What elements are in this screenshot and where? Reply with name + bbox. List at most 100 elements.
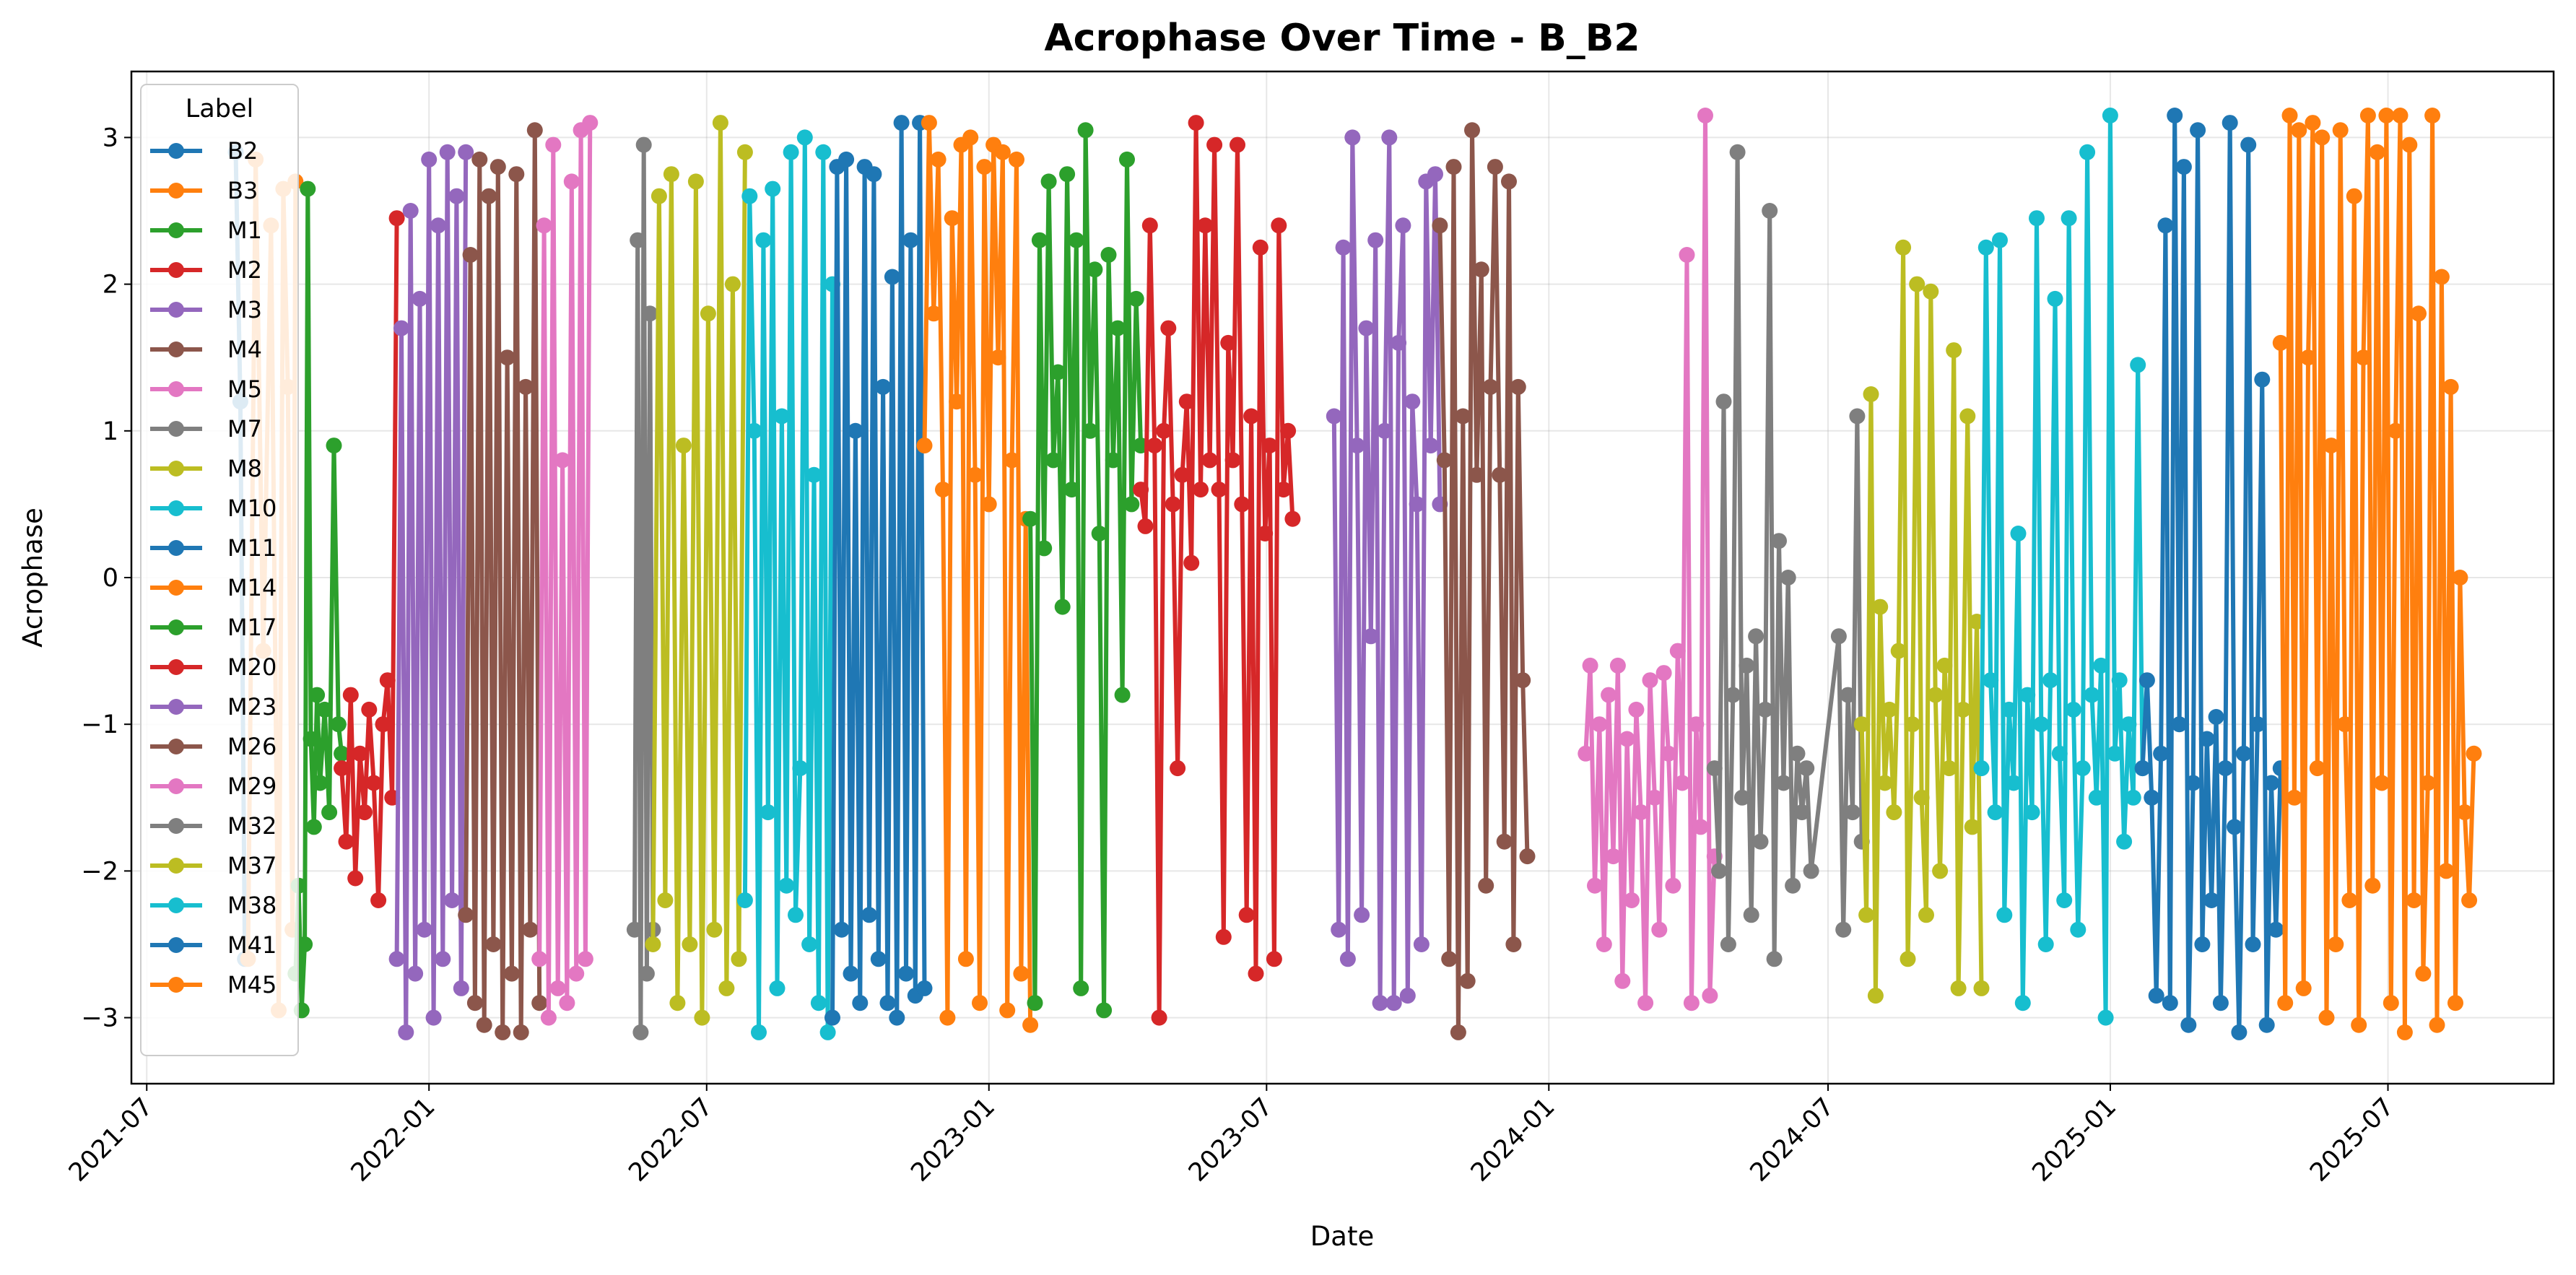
series-M2 — [334, 210, 405, 908]
legend-entry: M29 — [150, 773, 277, 800]
data-point — [1614, 972, 1631, 989]
data-point — [1950, 980, 1967, 996]
data-point — [1771, 533, 1787, 549]
data-point — [554, 452, 571, 469]
legend-marker — [168, 381, 184, 397]
data-point — [2383, 995, 2399, 1011]
legend-label: M23 — [227, 693, 277, 721]
series-line — [1437, 128, 1530, 1035]
data-point — [1913, 789, 1930, 806]
data-point — [393, 320, 409, 336]
data-point — [2332, 122, 2349, 139]
data-point — [297, 936, 313, 952]
legend-entry: M3 — [150, 296, 262, 323]
legend-entry: M11 — [150, 534, 277, 562]
data-point — [361, 701, 378, 718]
legend-marker — [168, 977, 184, 993]
data-point — [1496, 833, 1513, 850]
data-point — [2116, 833, 2133, 850]
data-point — [495, 1024, 511, 1040]
data-point — [1326, 408, 1342, 425]
data-point — [1757, 701, 1773, 718]
data-point — [1331, 921, 1347, 938]
data-point — [2351, 1017, 2367, 1033]
legend-entry: M23 — [150, 693, 277, 721]
data-point — [1739, 657, 1755, 674]
data-point — [1867, 988, 1884, 1004]
data-point — [1100, 247, 1117, 263]
data-point — [2047, 290, 2063, 307]
data-point — [1459, 972, 1476, 989]
data-point — [2227, 819, 2242, 835]
series-line — [293, 186, 344, 1013]
data-point — [1266, 951, 1282, 967]
series-M8 — [645, 115, 753, 1026]
data-point — [1211, 482, 1227, 498]
data-point — [2056, 892, 2073, 908]
data-point — [1946, 342, 1962, 359]
legend-entry: M4 — [150, 336, 262, 363]
legend-marker — [168, 421, 184, 437]
data-point — [2037, 936, 2054, 952]
data-point — [1697, 108, 1713, 123]
data-point — [2355, 349, 2372, 366]
data-point — [746, 422, 762, 439]
data-point — [2452, 570, 2468, 586]
legend-marker — [168, 262, 184, 278]
data-point — [1068, 232, 1084, 248]
data-point — [1224, 452, 1241, 469]
data-point — [1679, 247, 1695, 263]
data-point — [1651, 921, 1668, 938]
data-point — [2268, 921, 2284, 938]
data-point — [2138, 672, 2155, 689]
data-point — [2424, 108, 2441, 123]
data-point — [2198, 731, 2215, 747]
data-point — [833, 921, 850, 938]
data-point — [2337, 716, 2353, 733]
data-point — [1959, 408, 1976, 425]
data-point — [1890, 643, 1907, 659]
series-line — [537, 123, 593, 1020]
data-point — [1022, 510, 1039, 527]
data-point — [1031, 232, 1048, 248]
legend-marker — [168, 302, 184, 318]
y-axis: −3 −2 −1 0 1 2 3 — [81, 123, 131, 1033]
data-point — [1344, 129, 1361, 146]
data-point — [2392, 108, 2409, 123]
data-point — [2419, 775, 2436, 791]
series-M38 — [1973, 108, 2151, 1026]
data-point — [321, 804, 338, 821]
data-point — [416, 921, 432, 938]
data-point — [1077, 122, 1094, 139]
data-point — [990, 349, 1006, 366]
data-point — [1372, 995, 1388, 1011]
data-point — [531, 995, 548, 1011]
data-point — [1632, 804, 1649, 821]
data-point — [2079, 144, 2096, 160]
data-point — [1642, 672, 1658, 689]
data-point — [303, 731, 319, 747]
legend-entry: M5 — [150, 375, 262, 403]
data-point — [1473, 261, 1489, 278]
data-point — [700, 305, 716, 322]
data-point — [1725, 687, 1741, 703]
legend-title: Label — [186, 95, 253, 123]
data-point — [1789, 745, 1806, 762]
data-point — [2314, 129, 2331, 146]
data-point — [1977, 239, 1994, 256]
legend-marker — [168, 341, 184, 357]
data-point — [1734, 789, 1750, 806]
data-point — [1367, 232, 1384, 248]
data-point — [1391, 334, 1407, 351]
data-point — [2291, 122, 2307, 139]
data-point — [2359, 108, 2376, 123]
data-point — [1918, 907, 1934, 923]
legend-marker — [168, 619, 184, 635]
legend-label: M32 — [227, 812, 277, 840]
legend-entry: M8 — [150, 455, 262, 482]
legend-entry: M26 — [150, 733, 277, 760]
data-point — [1923, 283, 1939, 300]
data-point — [2074, 760, 2091, 777]
legend-label: M2 — [227, 256, 262, 284]
series-M37 — [1853, 239, 1990, 1004]
